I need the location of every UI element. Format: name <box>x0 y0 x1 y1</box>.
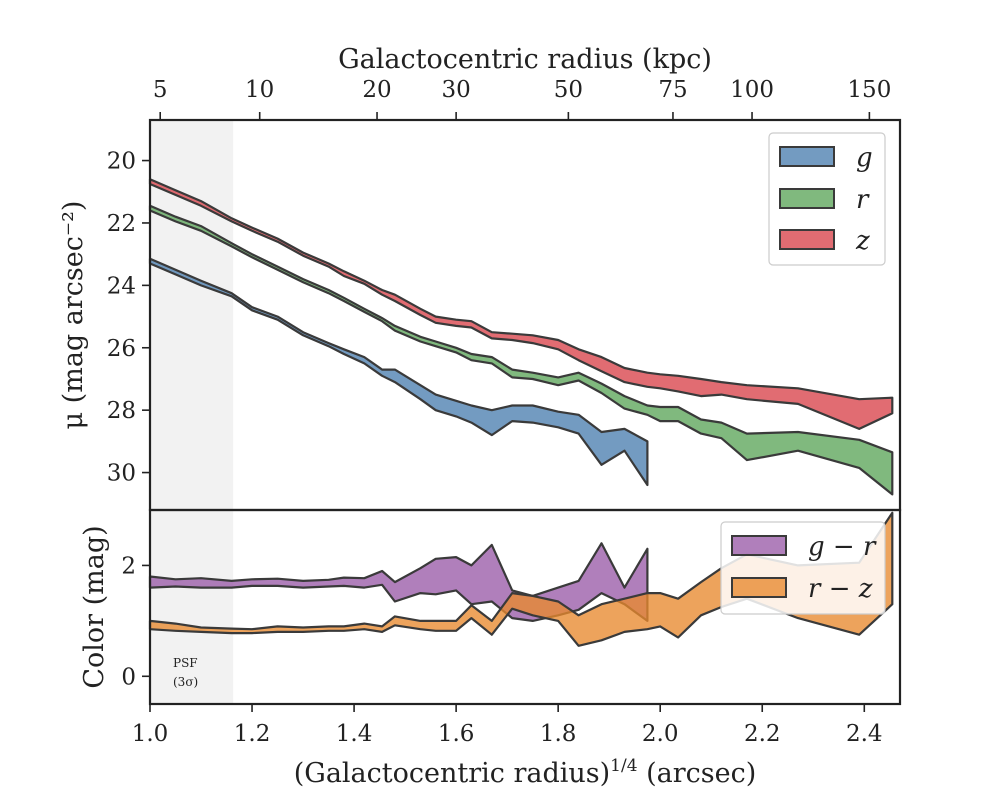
x-tick-label: 1.0 <box>132 721 169 747</box>
color-series <box>148 511 894 647</box>
legend-swatch-g-r <box>731 535 787 556</box>
x-tick-label: 1.2 <box>234 721 271 747</box>
top-tick-label: 50 <box>554 77 583 103</box>
x-tick-label: 1.4 <box>336 721 373 747</box>
top-tick-label: 30 <box>441 77 470 103</box>
top-tick-label: 5 <box>153 77 168 103</box>
legend-label-r: r <box>856 185 870 215</box>
top-panel-y-label: μ (mag arcsec⁻²) <box>58 201 89 430</box>
bottom-panel-y-label: Color (mag) <box>79 525 110 688</box>
top-tick-label: 10 <box>245 77 274 103</box>
legend-swatch-r <box>779 188 835 209</box>
bottom-legend: g − r r − z <box>720 521 886 615</box>
psf-region-top <box>150 120 234 510</box>
band-r <box>148 204 894 496</box>
top-axis-label: Galactocentric radius (kpc) <box>338 44 712 75</box>
x-tick-label: 1.8 <box>540 721 577 747</box>
top-legend: g r z <box>768 132 886 266</box>
legend-label-g: g <box>856 143 873 173</box>
y-tick-label: 0 <box>121 664 136 690</box>
surface-brightness-series <box>148 178 894 496</box>
top-tick-label: 100 <box>730 77 774 103</box>
x-tick-label: 1.6 <box>438 721 475 747</box>
band-r-z <box>148 511 894 647</box>
x-tick-label: 2.0 <box>642 721 679 747</box>
legend-label-r-z: r − z <box>808 574 873 604</box>
y-tick-label: 22 <box>107 211 136 237</box>
band-z <box>148 178 894 430</box>
x-axis-label-superscript: 1/4 <box>610 756 637 776</box>
top-tick-label: 75 <box>658 77 687 103</box>
y-tick-label: 20 <box>107 149 136 175</box>
x-axis-label: (Galactocentric radius)1/4 (arcsec) <box>294 756 757 789</box>
x-tick-label: 2.4 <box>846 721 883 747</box>
legend-swatch-r-z <box>731 577 787 598</box>
y-tick-label: 26 <box>107 336 136 362</box>
y-tick-label: 2 <box>121 553 136 579</box>
legend-swatch-z <box>779 229 835 250</box>
y-tick-label: 28 <box>107 398 136 424</box>
psf-sigma-label: (3σ) <box>173 675 198 689</box>
y-tick-label: 24 <box>107 273 136 299</box>
bottom-panel-frame <box>148 508 902 706</box>
legend-label-g-r: g − r <box>808 532 877 562</box>
axis-ticks: 1.0 1.2 1.4 1.6 1.8 2.0 2.2 2.45 10 20 30 50 75 100 15… <box>107 77 892 747</box>
top-tick-label: 150 <box>847 77 891 103</box>
legend-label-z: z <box>855 226 870 256</box>
psf-region-bottom <box>150 510 234 704</box>
legend-swatch-g <box>779 146 835 167</box>
psf-label: PSF <box>173 656 198 670</box>
top-tick-label: 20 <box>362 77 391 103</box>
x-tick-label: 2.2 <box>744 721 781 747</box>
y-tick-label: 30 <box>107 461 136 487</box>
band-g <box>148 257 649 487</box>
